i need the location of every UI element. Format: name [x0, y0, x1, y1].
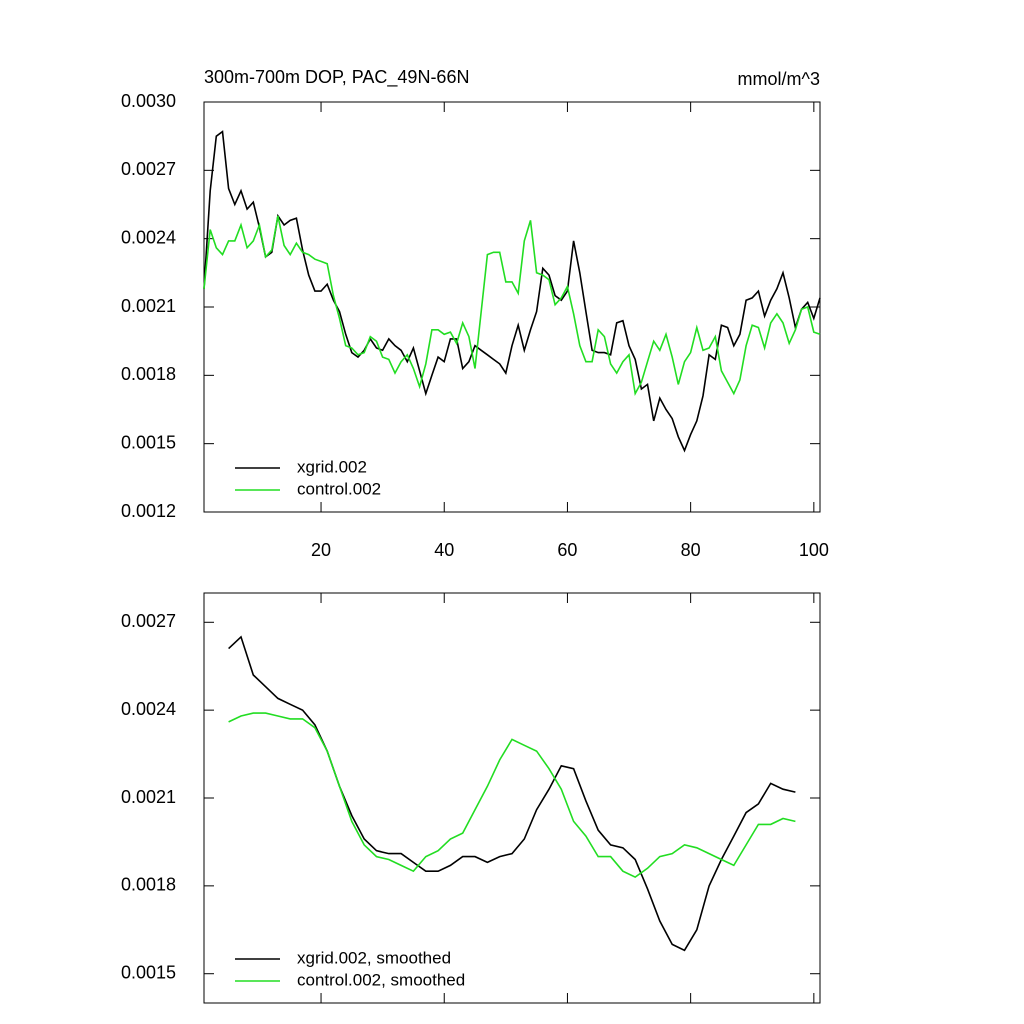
y-tick-label: 0.0027	[121, 159, 176, 179]
y-tick-label: 0.0018	[121, 364, 176, 384]
y-tick-label: 0.0027	[121, 611, 176, 631]
y-tick-label: 0.0018	[121, 875, 176, 895]
legend-label: xgrid.002, smoothed	[297, 948, 451, 967]
legend-label: control.002	[297, 479, 381, 498]
y-tick-label: 0.0030	[121, 91, 176, 111]
chart-title: 300m-700m DOP, PAC_49N-66N	[204, 67, 469, 88]
x-tick-label: 60	[557, 540, 577, 560]
y-tick-label: 0.0012	[121, 501, 176, 521]
y-tick-label: 0.0015	[121, 962, 176, 982]
legend-label: xgrid.002	[297, 457, 367, 476]
y-tick-label: 0.0024	[121, 699, 176, 719]
x-tick-label: 20	[311, 540, 331, 560]
series-line	[228, 712, 796, 879]
units-label: mmol/m^3	[738, 69, 820, 89]
series-line	[203, 215, 821, 397]
legend-label: control.002, smoothed	[297, 970, 465, 989]
x-tick-label: 100	[799, 540, 829, 560]
y-tick-label: 0.0024	[121, 227, 176, 247]
y-tick-label: 0.0021	[121, 296, 176, 316]
y-tick-label: 0.0021	[121, 787, 176, 807]
x-tick-label: 40	[434, 540, 454, 560]
x-tick-label: 80	[681, 540, 701, 560]
y-tick-label: 0.0015	[121, 432, 176, 452]
